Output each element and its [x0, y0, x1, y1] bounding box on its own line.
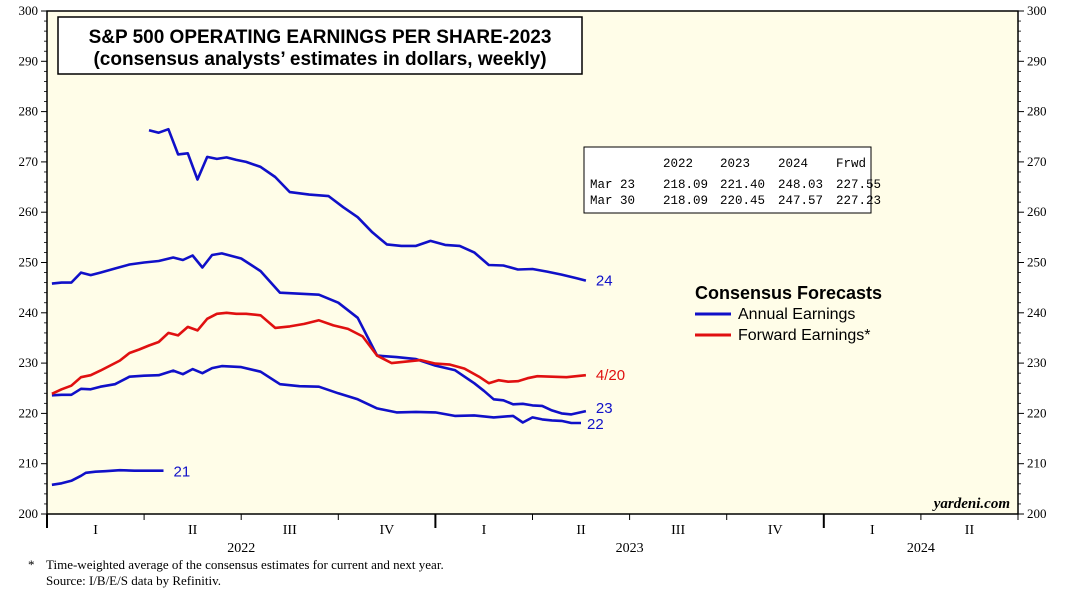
footnote-text: Time-weighted average of the consensus e… — [46, 557, 444, 572]
table-header: 2023 — [720, 157, 750, 171]
ytick-label-left: 200 — [19, 506, 39, 521]
source-note: Source: I/B/E/S data by Refinitiv. — [46, 573, 221, 588]
quarter-label: III — [671, 523, 685, 538]
ytick-label-right: 270 — [1027, 154, 1047, 169]
table-header: 2024 — [778, 157, 808, 171]
table-header: Frwd — [836, 157, 866, 171]
ytick-label-left: 210 — [19, 456, 39, 471]
series-end-label: 22 — [587, 416, 604, 433]
legend: Consensus Forecasts Annual Earnings Forw… — [695, 283, 882, 344]
series-end-label: 23 — [596, 400, 613, 417]
ytick-label-right: 300 — [1027, 3, 1047, 18]
ytick-label-right: 200 — [1027, 506, 1047, 521]
ytick-label-left: 300 — [19, 3, 39, 18]
series-end-label: 4/20 — [596, 367, 625, 384]
quarter-label: II — [965, 523, 975, 538]
ytick-label-left: 270 — [19, 154, 39, 169]
table-cell: Mar 23 — [590, 178, 635, 192]
ytick-label-right: 250 — [1027, 255, 1047, 270]
watermark: yardeni.com — [932, 496, 1010, 512]
plot-frame — [46, 10, 1019, 515]
chart-title: S&P 500 OPERATING EARNINGS PER SHARE-202… — [89, 27, 552, 48]
year-label: 2022 — [227, 541, 255, 556]
table-cell: 218.09 — [663, 194, 708, 208]
ytick-label-right: 210 — [1027, 456, 1047, 471]
ytick-label-right: 260 — [1027, 204, 1047, 219]
ytick-label-left: 290 — [19, 53, 39, 68]
ytick-label-right: 280 — [1027, 104, 1047, 119]
quarter-label: III — [283, 523, 297, 538]
series-line-24 — [148, 127, 587, 282]
table-cell: 247.57 — [778, 194, 823, 208]
table-cell: 218.09 — [663, 178, 708, 192]
footnote-star: * — [28, 557, 35, 572]
ytick-label-right: 220 — [1027, 405, 1047, 420]
series-line-23 — [51, 252, 587, 416]
quarter-label: I — [870, 523, 875, 538]
legend-label-annual: Annual Earnings — [738, 306, 855, 323]
table-cell: 227.23 — [836, 194, 881, 208]
ytick-label-left: 230 — [19, 355, 39, 370]
ytick-label-left: 220 — [19, 405, 39, 420]
legend-title: Consensus Forecasts — [695, 283, 882, 303]
series-end-label: 21 — [174, 464, 191, 481]
table-cell: 221.40 — [720, 178, 765, 192]
quarter-label: IV — [379, 523, 394, 538]
series-line-22 — [51, 364, 581, 425]
ytick-label-left: 280 — [19, 104, 39, 119]
quarter-label: II — [576, 523, 586, 538]
quarter-label: I — [93, 523, 98, 538]
table-cell: 227.55 — [836, 178, 881, 192]
series-end-label: 24 — [596, 273, 613, 290]
quarter-label: II — [188, 523, 198, 538]
title-box: S&P 500 OPERATING EARNINGS PER SHARE-202… — [57, 16, 583, 75]
ytick-label-right: 290 — [1027, 53, 1047, 68]
quarter-label: I — [482, 523, 487, 538]
ytick-label-left: 240 — [19, 305, 39, 320]
series-line-4-20 — [51, 311, 587, 395]
footnote: * Time-weighted average of the consensus … — [28, 557, 444, 573]
ytick-label-right: 230 — [1027, 355, 1047, 370]
table-cell: Mar 30 — [590, 194, 635, 208]
quarter-label: IV — [768, 523, 783, 538]
series-line-21 — [51, 468, 164, 487]
table-cell: 248.03 — [778, 178, 823, 192]
ytick-label-right: 240 — [1027, 305, 1047, 320]
table-header: 2022 — [663, 157, 693, 171]
year-label: 2024 — [907, 541, 935, 556]
estimates-table: 2022 2023 2024 Frwd Mar 23 218.09 221.40 248.03… — [583, 146, 881, 214]
ytick-label-left: 260 — [19, 204, 39, 219]
chart-subtitle: (consensus analysts’ estimates in dollar… — [93, 49, 546, 70]
plot-area — [47, 11, 1018, 514]
ytick-label-left: 250 — [19, 255, 39, 270]
year-label: 2023 — [616, 541, 644, 556]
table-cell: 220.45 — [720, 194, 765, 208]
legend-label-forward: Forward Earnings* — [738, 327, 871, 344]
